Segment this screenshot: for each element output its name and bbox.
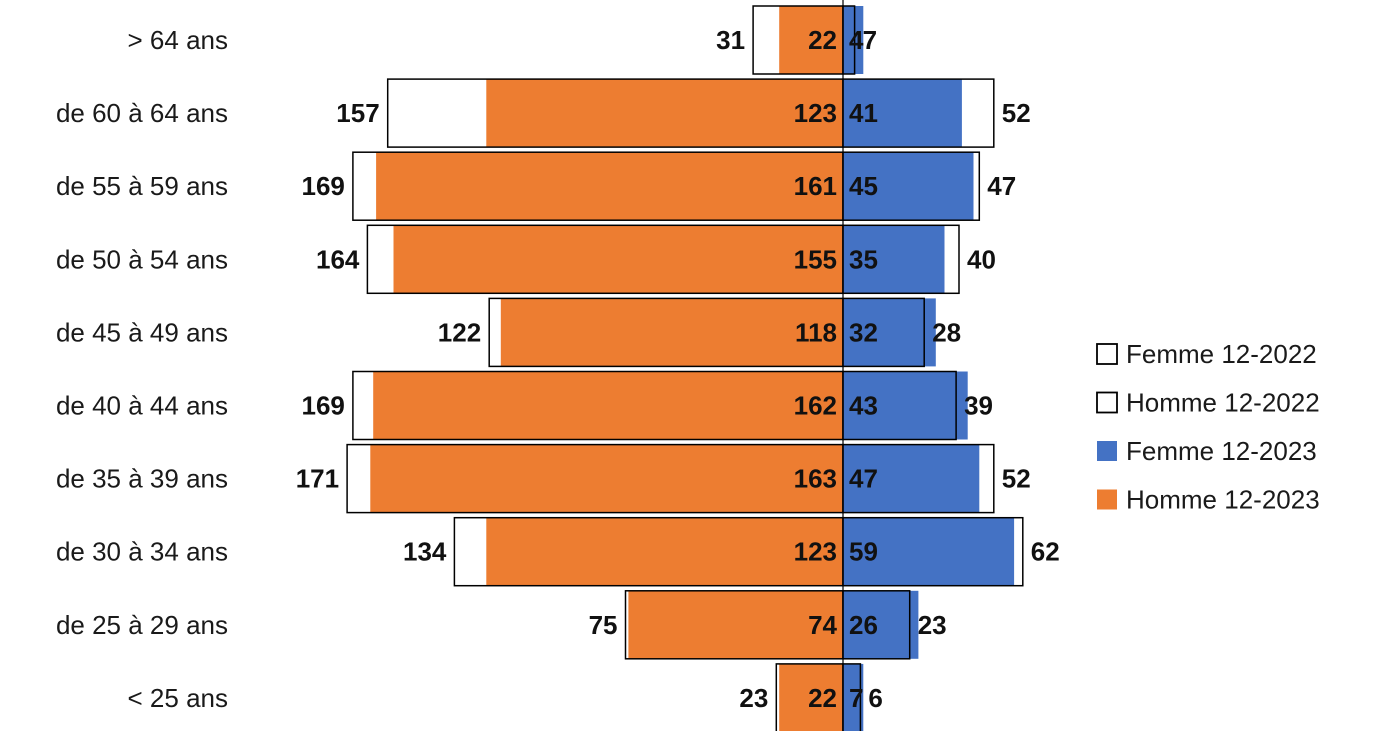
legend-swatch-filled	[1097, 489, 1117, 510]
legend-label: Homme 12-2022	[1126, 388, 1320, 418]
value-label-homme-2023: 155	[794, 244, 837, 274]
bar-femme-2023	[843, 371, 968, 440]
value-label-femme-2023: 32	[849, 317, 878, 347]
bar-homme-2023	[373, 371, 843, 440]
category-label: de 35 à 39 ans	[56, 464, 228, 494]
bar-femme-2023	[843, 152, 974, 221]
value-label-femme-2023: 4	[849, 25, 864, 55]
category-label: de 50 à 54 ans	[56, 244, 228, 274]
category-label: de 45 à 49 ans	[56, 317, 228, 347]
value-label-homme-2022: 75	[589, 610, 618, 640]
category-label: de 30 à 34 ans	[56, 537, 228, 567]
value-label-femme-2022: 39	[964, 391, 993, 421]
category-label: de 40 à 44 ans	[56, 391, 228, 421]
category-label: de 60 à 64 ans	[56, 98, 228, 128]
value-label-femme-2023: 35	[849, 244, 878, 274]
value-label-femme-2023: 26	[849, 610, 878, 640]
bar-femme-2023	[843, 517, 1015, 586]
value-label-homme-2023: 163	[794, 464, 837, 494]
value-label-femme-2023: 59	[849, 537, 878, 567]
value-label-femme-2022: 62	[1031, 537, 1060, 567]
value-label-homme-2023: 22	[808, 683, 837, 713]
legend-swatch-outline	[1096, 391, 1118, 414]
value-label-femme-2022: 52	[1002, 464, 1031, 494]
legend: Femme 12-2022 Homme 12-2022 Femme 12-2023 H…	[1096, 339, 1320, 515]
value-label-homme-2022: 169	[302, 391, 345, 421]
value-label-homme-2022: 134	[403, 537, 447, 567]
legend-label: Femme 12-2022	[1126, 339, 1317, 369]
category-label: de 55 à 59 ans	[56, 171, 228, 201]
value-label-femme-2022: 52	[1002, 98, 1031, 128]
bar-femme-2023	[843, 663, 864, 731]
bar-femme-2023	[843, 444, 980, 513]
legend-swatch-outline	[1096, 343, 1118, 365]
value-label-homme-2022: 122	[438, 317, 481, 347]
labels-layer: > 64 ans 31 22 4 7de 60 à 64 ans 157 123 41 52de…	[56, 25, 1060, 713]
value-label-homme-2022: 23	[739, 683, 768, 713]
category-label: > 64 ans	[128, 25, 228, 55]
bar-femme-2023	[843, 225, 945, 294]
value-label-homme-2022: 157	[336, 98, 379, 128]
value-label-femme-2022: 23	[918, 610, 947, 640]
bar-homme-2023	[486, 517, 843, 586]
value-label-femme-2023: 43	[849, 391, 878, 421]
bar-homme-2023	[376, 152, 843, 221]
bar-femme-2023	[843, 79, 962, 148]
value-label-homme-2023: 74	[808, 610, 837, 640]
value-label-femme-2023: 47	[849, 464, 878, 494]
value-label-homme-2023: 118	[795, 317, 837, 347]
value-label-homme-2023: 162	[794, 391, 837, 421]
bar-femme-2023	[843, 590, 919, 659]
legend-label: Femme 12-2023	[1126, 436, 1317, 466]
value-label-femme-2022: 28	[932, 317, 961, 347]
value-label-femme-2023: 45	[849, 171, 878, 201]
bar-homme-2023	[393, 225, 843, 294]
bar-homme-2023	[500, 298, 843, 367]
value-label-femme-2023: 7	[849, 683, 863, 713]
category-label: de 25 à 29 ans	[56, 610, 228, 640]
value-label-homme-2023: 22	[808, 25, 837, 55]
legend-label: Homme 12-2023	[1126, 485, 1320, 515]
value-label-femme-2022: 40	[967, 244, 996, 274]
bar-homme-2023	[779, 6, 843, 74]
value-label-femme-2023: 41	[849, 98, 878, 128]
value-label-homme-2023: 161	[794, 171, 837, 201]
value-label-homme-2022: 169	[302, 171, 345, 201]
bars-layer	[346, 0, 1024, 731]
value-label-femme-2022: 7	[863, 25, 877, 55]
value-label-homme-2023: 123	[794, 98, 837, 128]
bar-femme-2023	[843, 298, 936, 367]
value-label-homme-2022: 31	[716, 25, 745, 55]
value-label-femme-2022: 47	[987, 171, 1016, 201]
value-label-homme-2023: 123	[794, 537, 837, 567]
value-label-homme-2022: 171	[296, 464, 339, 494]
bar-homme-2023	[628, 590, 843, 659]
bar-homme-2023	[486, 79, 843, 148]
bar-femme-2023	[843, 6, 864, 74]
value-label-femme-2022: 6	[868, 683, 882, 713]
bar-homme-2023	[779, 663, 843, 731]
category-label: < 25 ans	[128, 683, 228, 713]
legend-swatch-filled	[1097, 441, 1117, 461]
value-label-homme-2022: 164	[316, 244, 360, 274]
bar-homme-2023	[370, 444, 843, 513]
